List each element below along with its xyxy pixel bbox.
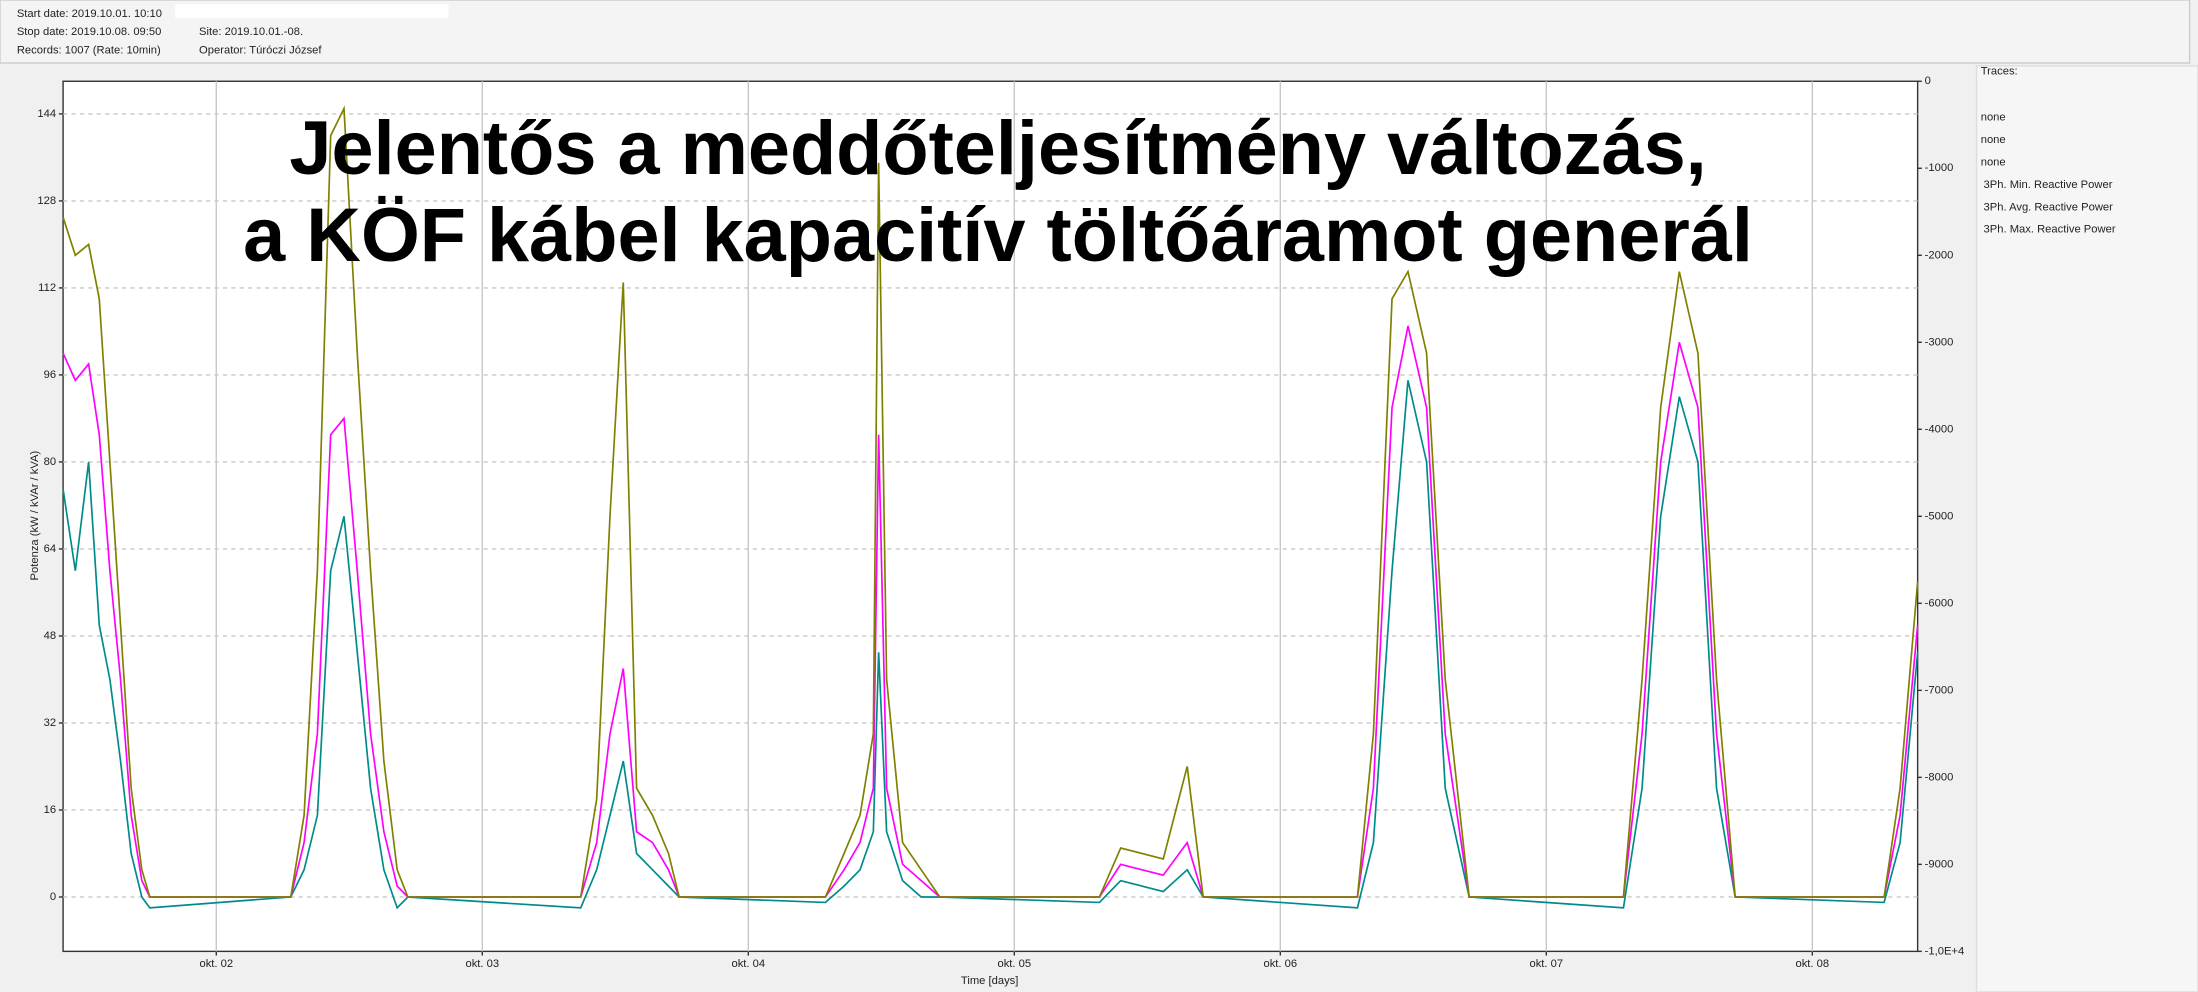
site: Site: 2019.10.01.-08. — [199, 26, 303, 38]
title: Jelentős a meddőteljesítmény változás, — [289, 106, 1706, 191]
title: a KÖF kábel kapacitív töltőáramot generá… — [243, 193, 1753, 278]
y-tick-label: 96 — [44, 369, 56, 381]
x-tick-label: okt. 03 — [465, 958, 499, 970]
y2-tick-label: -1000 — [1925, 162, 1954, 174]
y2-tick-label: -9000 — [1925, 858, 1954, 870]
stop-date: Stop date: 2019.10.08. 09:50 — [17, 26, 162, 38]
legend-entry: none — [1981, 112, 2006, 124]
x-tick-label: okt. 05 — [997, 958, 1031, 970]
y2-tick-label: -4000 — [1925, 423, 1954, 435]
series-line — [62, 105, 1919, 898]
y-tick-label: 48 — [44, 630, 56, 642]
legend-entry: none — [1981, 134, 2006, 146]
y2-tick-label: -7000 — [1925, 684, 1954, 696]
x-tick-label: okt. 08 — [1795, 958, 1829, 970]
y-tick-label: 64 — [44, 543, 56, 555]
start-date: Start date: 2019.10.01. 10:10 — [17, 8, 162, 20]
y-tick-label: 0 — [50, 891, 56, 903]
plot-area — [62, 80, 1919, 953]
y-tick-label: 128 — [37, 195, 56, 207]
y2-tick-label: -2000 — [1925, 249, 1954, 261]
legend-panel — [1975, 65, 2198, 992]
y2-tick-label: 0 — [1925, 75, 1931, 87]
legend-entry: 3Ph. Max. Reactive Power — [1984, 224, 2116, 236]
y-tick-label: 80 — [44, 456, 56, 468]
x-tick-label: okt. 02 — [199, 958, 233, 970]
operator: Operator: Túróczi József — [199, 44, 322, 56]
legend-entry: none — [1981, 157, 2006, 169]
x-tick-label: okt. 06 — [1263, 958, 1297, 970]
x-axis-label: Time [days] — [961, 975, 1018, 987]
redacted-field — [175, 4, 449, 19]
y2-tick-label: -6000 — [1925, 597, 1954, 609]
y-axis-label: Potenza (kW / kVAr / kVA) — [29, 451, 41, 581]
legend-entry: 3Ph. Avg. Reactive Power — [1984, 201, 2114, 213]
series-line — [62, 380, 1919, 910]
y-tick-label: 144 — [37, 108, 56, 120]
records: Records: 1007 (Rate: 10min) — [17, 44, 161, 56]
y-tick-label: 16 — [44, 804, 56, 816]
x-tick-label: okt. 07 — [1529, 958, 1563, 970]
y2-tick-label: -3000 — [1925, 336, 1954, 348]
y2-tick-label: -1,0E+4 — [1925, 945, 1965, 957]
legend-entry: 3Ph. Min. Reactive Power — [1984, 179, 2113, 191]
x-tick-label: okt. 04 — [731, 958, 765, 970]
y-tick-label: 112 — [38, 282, 56, 294]
y2-tick-label: -8000 — [1925, 771, 1954, 783]
legend-title: Traces: — [1981, 65, 2018, 77]
y-tick-label: 32 — [44, 717, 56, 729]
y2-tick-label: -5000 — [1925, 510, 1954, 522]
